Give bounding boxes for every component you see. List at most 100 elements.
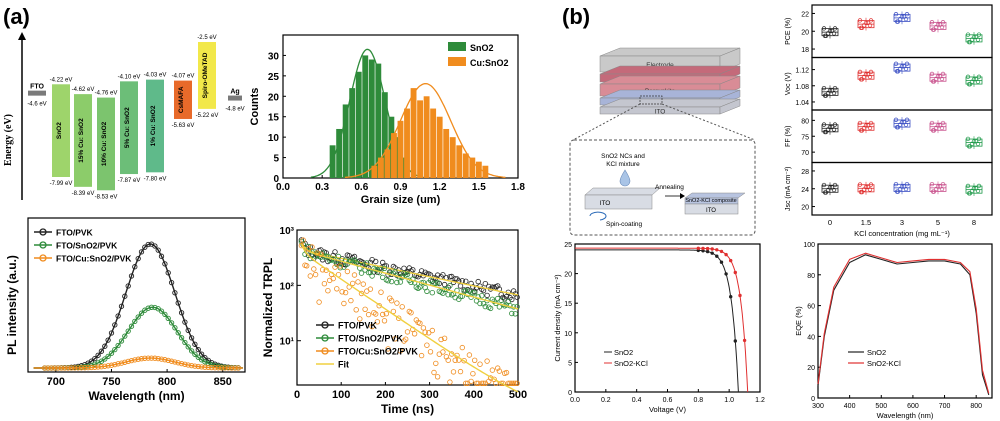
data-point [903, 122, 909, 127]
y-axis-label: EQE (%) [794, 306, 803, 336]
pl-point [112, 322, 118, 328]
energy-band-1 [52, 84, 70, 177]
trpl-point [304, 263, 310, 269]
legend-marker [321, 321, 329, 329]
trpl-point [418, 268, 425, 274]
data-point [939, 186, 945, 192]
jv-curve [575, 249, 739, 393]
trpl-chart: 0 100 200 300 400 500 10¹ 10² 10³ Time (ns) Normal… [261, 226, 527, 416]
trpl-point [427, 349, 434, 355]
trpl-point [381, 263, 388, 269]
trpl-point [373, 258, 379, 265]
trpl-point [457, 368, 464, 375]
histogram-bar [355, 71, 362, 178]
trpl-point [477, 361, 483, 367]
pl-point [108, 330, 115, 336]
data-point [863, 72, 869, 77]
trpl-point [348, 297, 354, 304]
trpl-fit-curve [300, 242, 519, 310]
eqe-curve [817, 254, 990, 396]
histogram-bar [381, 92, 388, 178]
process-label: SnO2 NCs and [601, 153, 645, 160]
pl-point [78, 365, 85, 371]
pl-point [128, 273, 135, 279]
data-point [823, 93, 829, 98]
trpl-point [422, 329, 428, 335]
pl-point [128, 323, 135, 329]
legend-label: FTO/Cu:SnO2/PVK [338, 347, 418, 357]
energy-bottom-2: -8.39 eV [72, 191, 95, 197]
pl-point [45, 365, 51, 371]
x-tick-label: 1.8 [511, 182, 525, 193]
trpl-point [316, 299, 322, 305]
trpl-point [496, 368, 503, 374]
x-tick-label: 300 [812, 403, 824, 410]
trpl-point [470, 284, 476, 290]
histogram-bar [377, 157, 384, 178]
x-axis-label: KCl concentration (mg mL⁻¹) [854, 229, 950, 238]
x-tick-label: 300 [420, 389, 438, 401]
trpl-point [510, 288, 517, 294]
data-point [821, 122, 827, 127]
histogram-bar [430, 108, 437, 178]
legend-label: Fit [338, 360, 349, 370]
x-tick-label: 0.2 [601, 397, 611, 404]
trpl-point [479, 380, 485, 386]
zoom-line [572, 103, 641, 141]
legend-label: FTO/SnO2/PVK [338, 334, 403, 344]
trpl-point [318, 251, 324, 257]
pl-point [175, 330, 181, 336]
x-tick-label: 700 [47, 376, 65, 388]
jv-point [715, 248, 719, 252]
energy-name-0: FTO [30, 84, 44, 91]
pl-point [105, 353, 111, 360]
pl-point [218, 365, 225, 371]
data-point [904, 61, 910, 66]
pl-point [235, 365, 241, 371]
data-point [967, 144, 973, 149]
trpl-point [403, 336, 409, 342]
jv-point [696, 246, 700, 250]
spin-label: Spin-coating [606, 221, 643, 228]
trpl-point [380, 311, 386, 318]
x-tick-label: 0.6 [663, 397, 673, 404]
histogram-bar [443, 128, 450, 178]
y-tick-label: 28 [801, 169, 809, 176]
trpl-point [427, 277, 434, 284]
device-layer-top [599, 89, 741, 99]
pl-point [165, 315, 171, 322]
trpl-point [394, 300, 400, 306]
y-tick-label: 22 [801, 11, 809, 18]
jv-point [719, 260, 724, 264]
pl-point [178, 335, 185, 341]
data-point [929, 20, 935, 25]
trpl-point [337, 263, 343, 269]
pl-point [172, 290, 178, 296]
legend-label: SnO2-KCl [614, 359, 648, 368]
x-tick-label: 3 [900, 218, 904, 227]
legend-swatch [448, 57, 466, 66]
trpl-point [381, 318, 388, 324]
trpl-point [503, 369, 510, 376]
energy-top-2: -4.62 eV [72, 87, 95, 93]
pl-point [122, 333, 128, 339]
trpl-point [358, 270, 365, 276]
trpl-point [397, 348, 404, 354]
data-point [857, 182, 863, 187]
pl-point [98, 348, 105, 354]
trpl-point [360, 281, 366, 287]
energy-bottom-4: -7.87 eV [118, 178, 141, 184]
data-point [965, 183, 971, 189]
jv-point [729, 295, 733, 299]
trpl-point [387, 270, 393, 276]
trpl-point [344, 268, 351, 275]
jv-point [733, 270, 737, 275]
trpl-point [348, 257, 354, 264]
energy-bottom-3: -8.53 eV [95, 194, 118, 200]
pl-point [195, 363, 201, 370]
trpl-point [509, 380, 515, 386]
trpl-point [445, 292, 451, 298]
jv-point [705, 249, 710, 254]
trpl-point [411, 331, 418, 337]
device-layer-top [599, 75, 741, 85]
